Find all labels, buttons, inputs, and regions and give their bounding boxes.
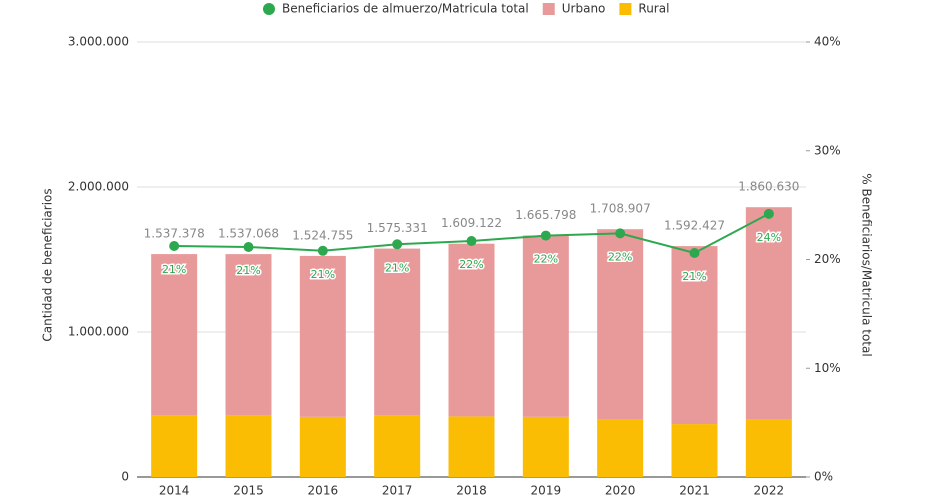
- bar: [374, 415, 421, 477]
- legend-label: Beneficiarios de almuerzo/Matricula tota…: [282, 2, 529, 16]
- point: [317, 245, 328, 256]
- bar: [299, 255, 346, 417]
- y2-tick-label: 0%: [814, 470, 833, 484]
- x-tick-label: 2019: [531, 484, 562, 498]
- bar: [522, 235, 569, 417]
- x-tick-label: 2017: [382, 484, 413, 498]
- point: [392, 239, 403, 250]
- point: [689, 247, 700, 258]
- point: [540, 230, 551, 241]
- y2-axis-title: % Beneficiarios/Matricula total: [860, 173, 874, 356]
- bar: [745, 419, 792, 477]
- total-label: 1.665.798: [515, 208, 576, 222]
- total-label: 1.524.755: [292, 228, 353, 242]
- value-label: 24%: [757, 231, 781, 244]
- bar: [671, 424, 718, 477]
- legend-marker: [263, 3, 275, 15]
- x-tick-label: 2016: [308, 484, 339, 498]
- total-label: 1.592.427: [664, 219, 725, 233]
- y2-tick-label: 30%: [814, 143, 841, 157]
- bar: [151, 254, 198, 416]
- total-label: 1.708.907: [590, 202, 651, 216]
- point: [169, 241, 180, 252]
- y-tick-label: 3.000.000: [68, 35, 129, 49]
- x-tick-label: 2021: [679, 484, 710, 498]
- bar: [225, 415, 272, 477]
- bar: [597, 419, 644, 477]
- x-tick-label: 2015: [233, 484, 264, 498]
- value-label: 21%: [385, 261, 409, 274]
- bar: [151, 415, 198, 477]
- y2-tick-label: 20%: [814, 252, 841, 266]
- bar: [299, 416, 346, 477]
- x-tick-label: 2022: [754, 484, 785, 498]
- bar: [522, 416, 569, 477]
- bar: [671, 246, 718, 425]
- total-label: 1.537.068: [218, 227, 279, 241]
- bar: [225, 254, 272, 416]
- total-label: 1.860.630: [738, 180, 799, 194]
- x-tick-label: 2018: [456, 484, 487, 498]
- legend-marker: [542, 3, 555, 15]
- value-label: 22%: [459, 258, 483, 271]
- value-label: 21%: [682, 270, 706, 283]
- legend-marker: [619, 3, 632, 15]
- bar: [597, 229, 644, 420]
- y-axis-title: Cantidad de beneficiarios: [41, 188, 55, 341]
- value-label: 22%: [534, 253, 558, 266]
- bar: [745, 207, 792, 420]
- point: [615, 228, 626, 239]
- y-tick-label: 2.000.000: [68, 180, 129, 194]
- total-label: 1.575.331: [367, 221, 428, 235]
- y-tick-label: 0: [121, 470, 129, 484]
- bar: [448, 243, 495, 417]
- y2-tick-label: 10%: [814, 361, 841, 375]
- point: [763, 208, 774, 219]
- value-label: 22%: [608, 250, 632, 263]
- y-tick-label: 1.000.000: [68, 325, 129, 339]
- legend-label: Urbano: [562, 2, 606, 16]
- total-label: 1.537.378: [144, 227, 205, 241]
- bar: [374, 248, 421, 416]
- x-tick-label: 2020: [605, 484, 636, 498]
- point: [466, 236, 477, 247]
- y2-tick-label: 40%: [814, 35, 841, 49]
- total-label: 1.609.122: [441, 216, 502, 230]
- value-label: 21%: [162, 263, 186, 276]
- point: [243, 241, 254, 252]
- value-label: 21%: [236, 264, 260, 277]
- value-label: 21%: [311, 268, 335, 281]
- legend-label: Rural: [638, 2, 669, 16]
- bar: [448, 416, 495, 477]
- x-tick-label: 2014: [159, 484, 190, 498]
